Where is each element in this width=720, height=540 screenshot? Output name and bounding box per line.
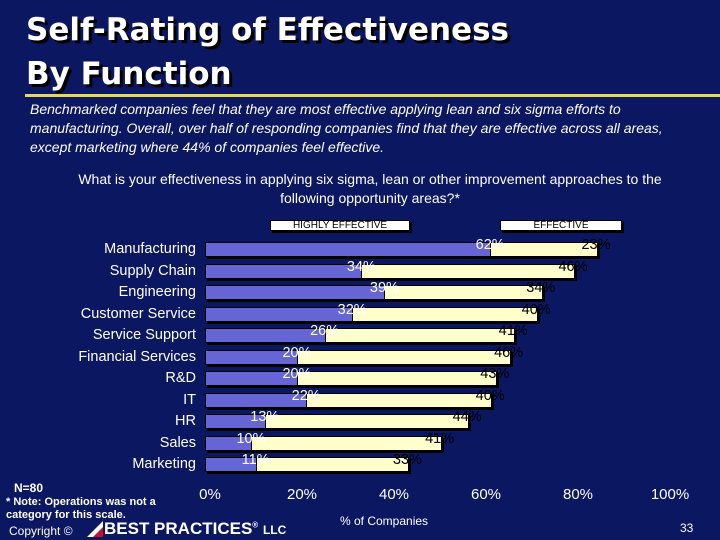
- legend-effective: EFFECTIVE: [500, 220, 622, 231]
- brand-suffix: LLC: [262, 523, 287, 537]
- sample-size: N=80: [14, 481, 44, 495]
- data-label-effective: 33%: [392, 452, 422, 468]
- data-label-effective: 44%: [452, 409, 482, 425]
- legend-highly-effective: HIGHLY EFFECTIVE: [270, 220, 410, 231]
- data-label-effective: 23%: [581, 237, 611, 253]
- data-label-effective: 40%: [521, 301, 551, 318]
- bar-effective: [490, 242, 598, 257]
- copyright: Copyright ©: [9, 524, 73, 538]
- data-label-highly-effective: 34%: [346, 258, 376, 275]
- data-label-highly-effective: 13%: [250, 409, 280, 425]
- data-label-effective: 34%: [526, 280, 556, 296]
- category-label: Supply Chain: [109, 262, 196, 279]
- data-label-effective: 41%: [425, 430, 455, 447]
- data-label-highly-effective: 32%: [337, 301, 367, 318]
- data-label-effective: 46%: [558, 258, 588, 275]
- data-label-highly-effective: 62%: [475, 237, 505, 253]
- category-label: Financial Services: [78, 348, 196, 365]
- bar-effective: [264, 414, 470, 429]
- legend-effective-label: EFFECTIVE: [533, 220, 589, 231]
- category-label: Service Support: [92, 327, 196, 343]
- category-label: Marketing: [132, 456, 196, 472]
- data-label-effective: 41%: [498, 323, 528, 339]
- data-label-highly-effective: 22%: [291, 387, 321, 404]
- x-tick-label: 100%: [650, 486, 690, 503]
- data-label-highly-effective: 10%: [236, 430, 266, 447]
- data-label-highly-effective: 11%: [241, 452, 270, 468]
- registered-mark: ®: [252, 520, 259, 530]
- x-axis-label: % of Companies: [340, 514, 429, 528]
- subtitle: Benchmarked companies feel that they are…: [30, 101, 663, 155]
- x-tick-label: 0%: [199, 486, 221, 503]
- data-label-highly-effective: 20%: [282, 366, 312, 382]
- x-tick-label: 40%: [378, 486, 410, 503]
- category-label: IT: [183, 391, 196, 408]
- bar-effective: [361, 263, 575, 279]
- category-label: R&D: [165, 370, 196, 386]
- page-title: Self-Rating of Effectiveness By Function: [26, 8, 626, 96]
- bar-highly-effective: [205, 242, 493, 257]
- survey-question: What is your effectiveness in applying s…: [78, 171, 662, 206]
- data-label-effective: 40%: [475, 387, 505, 404]
- x-tick-label: 20%: [286, 486, 318, 503]
- bar-effective: [352, 306, 539, 322]
- bar-effective: [297, 371, 497, 386]
- category-label: HR: [175, 413, 196, 429]
- x-tick-label: 80%: [562, 486, 594, 503]
- title-line-1: Self-Rating of Effectiveness: [26, 12, 510, 48]
- bar-effective: [251, 435, 442, 451]
- footnote: * Note: Operations was not a category fo…: [6, 496, 156, 521]
- brand-name: BEST PRACTICES: [104, 519, 253, 538]
- bar-effective: [384, 285, 543, 300]
- legend-highly-effective-label: HIGHLY EFFECTIVE: [292, 220, 388, 231]
- category-label: Customer Service: [80, 305, 196, 322]
- bar-effective: [306, 392, 493, 408]
- brand-logo: BEST PRACTICES® LLC: [104, 519, 286, 539]
- data-label-highly-effective: 26%: [310, 323, 340, 339]
- bar-effective: [255, 457, 410, 472]
- data-label-effective: 46%: [494, 344, 524, 361]
- data-label-effective: 43%: [480, 366, 510, 382]
- bar-effective: [324, 328, 516, 343]
- data-label-highly-effective: 39%: [369, 280, 399, 296]
- title-line-2: By Function: [26, 56, 232, 92]
- bar-effective: [297, 349, 511, 365]
- data-label-highly-effective: 20%: [282, 344, 312, 361]
- category-label: Sales: [159, 434, 196, 451]
- title-divider: [25, 94, 720, 97]
- page-number: 33: [680, 521, 694, 535]
- category-label: Manufacturing: [104, 241, 196, 257]
- x-tick-label: 60%: [470, 486, 502, 503]
- category-label: Engineering: [118, 284, 196, 300]
- logo-mark-icon: [87, 521, 103, 537]
